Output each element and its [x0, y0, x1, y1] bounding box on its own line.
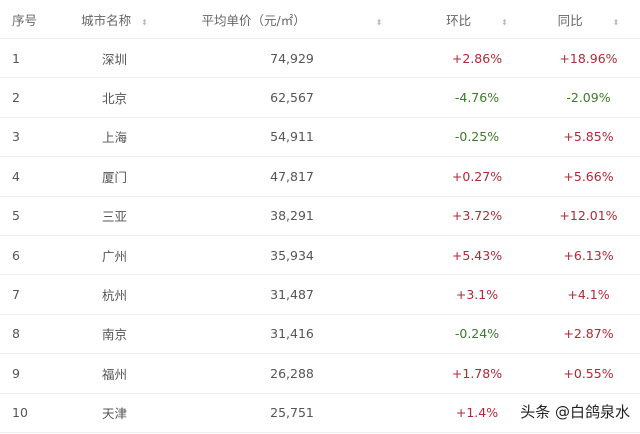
table-row: 2 北京 62,567 -4.76% -2.09% — [0, 77, 640, 118]
cell-mom: +3.1% — [417, 274, 537, 315]
cell-mom: +2.86% — [417, 38, 537, 79]
sort-icon[interactable]: ⬍ — [612, 17, 620, 27]
cell-rank: 7 — [0, 274, 62, 315]
sort-icon[interactable]: ⬍ — [375, 17, 383, 27]
cell-yoy: +2.87% — [537, 314, 640, 355]
header-yoy[interactable]: 同比 ⬍ — [537, 0, 640, 39]
cell-rank: 10 — [0, 393, 62, 433]
cell-price: 26,288 — [167, 353, 417, 394]
cell-yoy: +5.66% — [537, 156, 640, 197]
header-mom[interactable]: 环比 ⬍ — [417, 0, 537, 39]
cell-price: 47,817 — [167, 156, 417, 197]
cell-city: 三亚 — [62, 196, 167, 236]
cell-price: 74,929 — [167, 38, 417, 79]
cell-yoy: +5.85% — [537, 117, 640, 158]
cell-yoy: +12.01% — [537, 196, 640, 236]
cell-city: 厦门 — [62, 156, 167, 197]
table-row: 5 三亚 38,291 +3.72% +12.01% — [0, 196, 640, 236]
cell-yoy: +6.13% — [537, 235, 640, 276]
cell-price: 35,934 — [167, 235, 417, 276]
table-row: 8 南京 31,416 -0.24% +2.87% — [0, 314, 640, 355]
cell-rank: 3 — [0, 117, 62, 158]
header-label: 同比 — [557, 12, 583, 28]
table-row: 4 厦门 47,817 +0.27% +5.66% — [0, 156, 640, 197]
cell-city: 天津 — [62, 393, 167, 433]
cell-yoy: +18.96% — [537, 38, 640, 79]
cell-mom: -4.76% — [417, 77, 537, 118]
sort-icon[interactable]: ⬍ — [501, 17, 508, 27]
cell-price: 38,291 — [167, 196, 417, 236]
table-row: 9 福州 26,288 +1.78% +0.55% — [0, 353, 640, 394]
cell-price: 31,487 — [167, 274, 417, 315]
cell-city: 福州 — [62, 353, 167, 394]
header-label: 城市名称 — [81, 12, 132, 28]
cell-city: 杭州 — [62, 274, 167, 315]
cell-rank: 6 — [0, 235, 62, 276]
cell-price: 31,416 — [167, 314, 417, 355]
cell-yoy: +4.1% — [537, 274, 640, 315]
cell-mom: -0.25% — [417, 117, 537, 158]
cell-city: 广州 — [62, 235, 167, 276]
header-label: 序号 — [12, 12, 38, 28]
cell-city: 上海 — [62, 117, 167, 158]
cell-mom: +5.43% — [417, 235, 537, 276]
cell-mom: -0.24% — [417, 314, 537, 355]
cell-mom: +3.72% — [417, 196, 537, 236]
table-row: 1 深圳 74,929 +2.86% +18.96% — [0, 38, 640, 79]
header-city[interactable]: 城市名称 ⬍ — [62, 0, 167, 39]
cell-yoy: +0.55% — [537, 353, 640, 394]
cell-rank: 2 — [0, 77, 62, 118]
table-row: 6 广州 35,934 +5.43% +6.13% — [0, 235, 640, 276]
cell-city: 深圳 — [62, 38, 167, 79]
watermark: 头条 @白鸽泉水 — [520, 401, 630, 422]
cell-mom: +1.4% — [417, 393, 537, 433]
cell-rank: 4 — [0, 156, 62, 197]
header-rank: 序号 — [0, 0, 62, 39]
table-row: 3 上海 54,911 -0.25% +5.85% — [0, 117, 640, 158]
cell-city: 南京 — [62, 314, 167, 355]
cell-yoy: -2.09% — [537, 77, 640, 118]
table-row: 7 杭州 31,487 +3.1% +4.1% — [0, 274, 640, 315]
cell-city: 北京 — [62, 77, 167, 118]
cell-price: 25,751 — [167, 393, 417, 433]
cell-rank: 8 — [0, 314, 62, 355]
cell-price: 62,567 — [167, 77, 417, 118]
header-price[interactable]: 平均单价（元/㎡） ⬍ — [167, 0, 417, 39]
cell-mom: +0.27% — [417, 156, 537, 197]
sort-icon[interactable]: ⬍ — [141, 17, 148, 27]
cell-rank: 5 — [0, 196, 62, 236]
header-label: 环比 — [446, 12, 472, 28]
header-label: 平均单价（元/㎡） — [201, 12, 306, 28]
cell-price: 54,911 — [167, 117, 417, 158]
cell-rank: 9 — [0, 353, 62, 394]
cell-rank: 1 — [0, 38, 62, 79]
header-row: 序号 城市名称 ⬍ 平均单价（元/㎡） ⬍ 环比 ⬍ 同比 ⬍ — [0, 0, 640, 39]
cell-mom: +1.78% — [417, 353, 537, 394]
